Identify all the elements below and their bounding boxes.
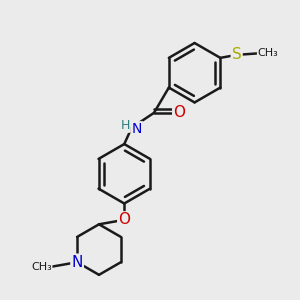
- Text: CH₃: CH₃: [31, 262, 52, 272]
- Text: CH₃: CH₃: [257, 48, 278, 59]
- Text: S: S: [232, 47, 242, 62]
- Text: N: N: [71, 255, 83, 270]
- Text: O: O: [173, 105, 185, 120]
- Text: N: N: [132, 122, 142, 136]
- Text: O: O: [118, 212, 130, 227]
- Text: H: H: [121, 119, 130, 132]
